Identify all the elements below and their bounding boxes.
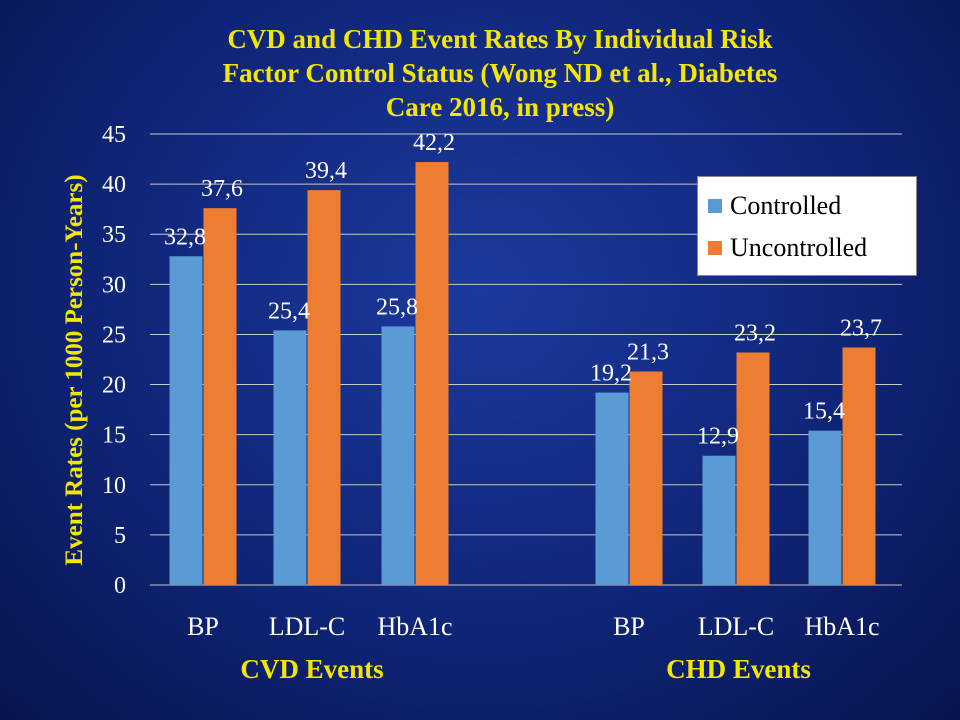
y-tick-label: 25	[102, 322, 126, 348]
category-label: BP	[613, 612, 645, 641]
chart-title-line-1: CVD and CHD Event Rates By Individual Ri…	[227, 24, 773, 54]
legend-label-controlled: Controlled	[730, 191, 842, 220]
chart-title: CVD and CHD Event Rates By Individual Ri…	[100, 22, 900, 124]
data-label: 23,2	[734, 320, 776, 346]
chart-title-line-2: Factor Control Status (Wong ND et al., D…	[222, 58, 778, 88]
bar-uncontrolled	[415, 162, 449, 585]
bar-uncontrolled	[307, 190, 341, 585]
bar-controlled	[808, 430, 842, 585]
y-tick-label: 10	[102, 473, 126, 499]
y-axis-label: Event Rates (per 1000 Person-Years)	[61, 174, 88, 565]
y-tick-label: 30	[102, 272, 126, 298]
legend-swatch-controlled	[708, 199, 722, 213]
bar-controlled	[273, 330, 307, 585]
data-label: 25,8	[376, 294, 418, 320]
legend-label-uncontrolled: Uncontrolled	[730, 233, 868, 262]
bar-uncontrolled	[629, 371, 663, 585]
bar-controlled	[595, 392, 629, 585]
bar-uncontrolled	[736, 352, 770, 585]
bar-controlled	[702, 455, 736, 585]
data-label: 15,4	[803, 399, 845, 425]
chart-title-line-3: Care 2016, in press)	[385, 92, 615, 122]
data-label: 19,2	[590, 361, 632, 387]
bar-uncontrolled	[842, 347, 876, 585]
category-label: LDL-C	[698, 612, 775, 641]
legend: Controlled Uncontrolled	[697, 176, 917, 276]
y-tick-label: 0	[114, 573, 126, 599]
category-label: HbA1c	[804, 612, 879, 641]
bars	[169, 162, 876, 586]
group-label: CHD Events	[666, 654, 811, 684]
data-label: 37,6	[201, 176, 243, 202]
y-tick-label: 45	[102, 122, 126, 148]
y-tick-label: 35	[102, 222, 126, 248]
data-label: 32,8	[164, 224, 206, 250]
data-label: 23,7	[840, 315, 882, 341]
y-axis-ticks: 0 5 10 15 20 25 30 35 40 45	[102, 122, 126, 599]
legend-item-controlled: Controlled	[708, 185, 906, 227]
y-tick-label: 15	[102, 423, 126, 449]
group-label: CVD Events	[240, 654, 383, 684]
legend-swatch-uncontrolled	[708, 241, 722, 255]
data-label: 39,4	[305, 158, 347, 184]
bar-uncontrolled	[203, 208, 237, 586]
data-label: 42,2	[413, 130, 455, 156]
data-labels: 32,8 25,4 25,8 37,6 39,4 42,2 19,2 12,9 15,4 21,3…	[164, 130, 882, 450]
y-tick-label: 5	[114, 523, 126, 549]
legend-item-uncontrolled: Uncontrolled	[708, 227, 906, 269]
data-label: 25,4	[268, 298, 310, 324]
bar-controlled	[381, 326, 415, 585]
y-tick-label: 20	[102, 373, 126, 399]
category-label: LDL-C	[269, 612, 346, 641]
data-label: 12,9	[697, 424, 739, 450]
category-label: HbA1c	[377, 612, 452, 641]
bar-controlled	[169, 256, 203, 585]
category-labels: BP LDL-C HbA1c CVD Events BP LDL-C HbA1c CHD Ev…	[187, 612, 879, 684]
data-label: 21,3	[627, 340, 669, 366]
y-tick-label: 40	[102, 172, 126, 198]
category-label: BP	[187, 612, 219, 641]
